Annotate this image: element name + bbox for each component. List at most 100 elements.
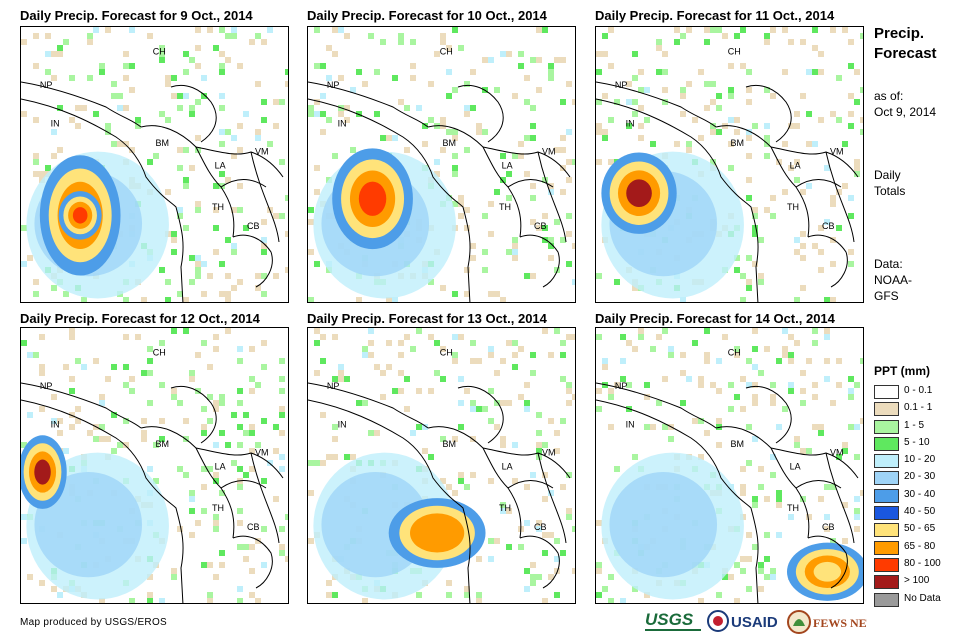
country-label-vm: VM [542,447,556,457]
country-label-cb: CB [247,522,260,532]
data-line3: GFS [874,289,899,303]
country-label-cb: CB [534,221,547,231]
legend-swatch [874,402,899,417]
country-label-vm: VM [830,146,844,156]
country-label-cb: CB [822,522,835,532]
legend-label: 80 - 100 [904,557,941,569]
legend-swatch [874,436,899,451]
country-label-ch: CH [153,348,166,358]
panel-title-4: Daily Precip. Forecast for 12 Oct., 2014 [20,311,260,326]
legend-label: 0.1 - 1 [904,402,933,414]
country-label-ch: CH [440,47,453,57]
country-label-np: NP [615,80,628,90]
country-label-cb: CB [247,221,260,231]
legend-swatch [874,506,899,521]
totals-line1: Daily [874,168,901,182]
country-label-in: IN [51,119,60,129]
totals-line2: Totals [874,184,906,198]
country-label-la: LA [502,461,513,471]
country-label-vm: VM [542,146,556,156]
country-label-bm: BM [731,439,745,449]
country-label-la: LA [790,461,801,471]
asof-date: Oct 9, 2014 [874,105,937,119]
legend-swatch [874,592,899,607]
legend-swatch [874,557,899,572]
country-label-bm: BM [443,138,457,148]
legend-swatch [874,385,899,399]
country-label-ch: CH [440,348,453,358]
credit-text: Map produced by USGS/EROS [20,617,168,628]
data-line2: NOAA- [874,273,913,287]
country-label-np: NP [40,80,53,90]
sidebar-title-line1: Precip. [874,25,925,42]
asof-block: as of: Oct 9, 2014 [874,88,936,120]
sidebar-title-line2: Forecast [874,45,937,62]
country-label-ch: CH [153,47,166,57]
country-label-in: IN [51,420,60,430]
country-label-ch: CH [728,47,741,57]
forecast-map-1: CH NP IN BM LA VM TH CB [20,26,289,303]
legend-swatch [874,488,899,503]
country-label-cb: CB [822,221,835,231]
forecast-map-4: CH NP IN BM LA VM TH CB [20,327,289,604]
fewsnet-logo-text: FEWS NET [813,616,867,630]
country-label-in: IN [338,119,347,129]
country-label-th: TH [787,503,799,513]
country-label-vm: VM [255,447,269,457]
country-label-bm: BM [156,138,170,148]
country-label-in: IN [626,119,635,129]
country-label-th: TH [212,503,224,513]
legend-label: No Data [904,592,941,604]
legend-label: 1 - 5 [904,419,925,431]
legend-swatch [874,454,899,469]
country-label-la: LA [790,160,801,170]
legend-label: 20 - 30 [904,471,936,483]
country-label-la: LA [215,160,226,170]
data-source-block: Data: NOAA- GFS [874,256,912,304]
country-label-th: TH [787,202,799,212]
country-label-bm: BM [731,138,745,148]
country-label-th: TH [499,503,511,513]
country-label-la: LA [215,461,226,471]
country-label-in: IN [338,420,347,430]
country-label-np: NP [327,381,340,391]
country-label-la: LA [502,160,513,170]
legend-swatch [874,523,899,538]
legend-label: 10 - 20 [904,454,936,466]
sidebar-title: Precip. Forecast [874,24,937,64]
panel-title-6: Daily Precip. Forecast for 14 Oct., 2014 [595,311,835,326]
legend-title: PPT (mm) [874,364,931,378]
country-label-vm: VM [255,146,269,156]
country-label-np: NP [327,80,340,90]
usgs-logo: USGS [645,608,703,636]
country-label-vm: VM [830,447,844,457]
usaid-logo-text: USAID [731,614,778,631]
country-label-np: NP [615,381,628,391]
legend-label: > 100 [904,575,930,587]
country-label-cb: CB [534,522,547,532]
legend-label: 65 - 80 [904,540,936,552]
fewsnet-logo: FEWS NET [787,608,875,636]
country-label-in: IN [626,420,635,430]
country-label-ch: CH [728,348,741,358]
usaid-logo: USAID [707,608,785,636]
legend-swatch [874,575,899,590]
totals-block: Daily Totals [874,167,905,199]
legend-swatch [874,471,899,486]
asof-label: as of: [874,89,904,103]
legend-label: 5 - 10 [904,436,930,448]
country-label-th: TH [212,202,224,212]
country-label-bm: BM [443,439,457,449]
panel-title-5: Daily Precip. Forecast for 13 Oct., 2014 [307,311,547,326]
legend-label: 0 - 0.1 [904,385,933,396]
legend-swatch [874,540,899,555]
panel-title-2: Daily Precip. Forecast for 10 Oct., 2014 [307,8,547,23]
legend-label: 30 - 40 [904,488,936,500]
panel-title-1: Daily Precip. Forecast for 9 Oct., 2014 [20,8,253,23]
panel-title-3: Daily Precip. Forecast for 11 Oct., 2014 [595,8,835,23]
data-line1: Data: [874,257,903,271]
country-label-th: TH [499,202,511,212]
forecast-map-2: CH NP IN BM LA VM TH CB [307,26,576,303]
forecast-map-5: CH NP IN BM LA VM TH CB [307,327,576,604]
legend-label: 40 - 50 [904,506,936,518]
